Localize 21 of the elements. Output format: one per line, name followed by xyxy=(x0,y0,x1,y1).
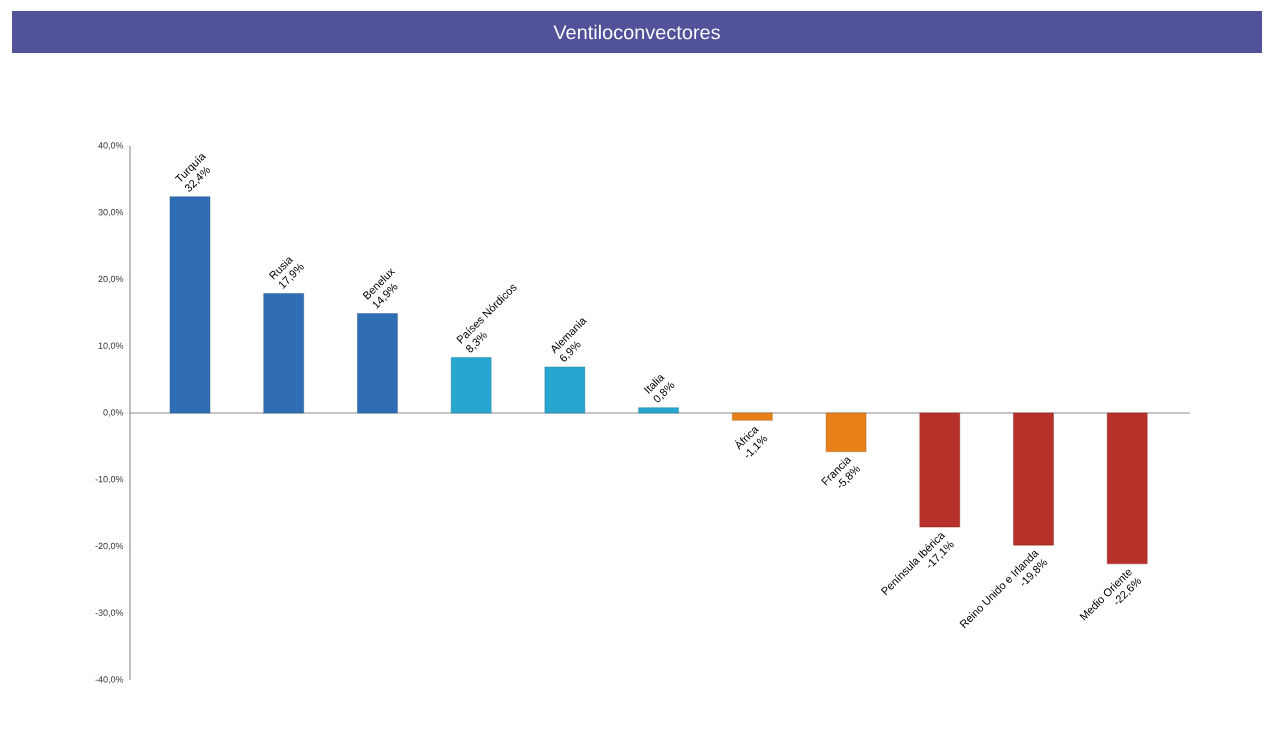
y-tick-label: -30,0% xyxy=(95,609,124,617)
bar xyxy=(263,293,304,414)
y-tick-label: -40,0% xyxy=(95,676,124,684)
bar xyxy=(450,357,492,414)
y-tick-label: -10,0% xyxy=(95,476,124,484)
bar xyxy=(544,366,586,414)
chart-title: Ventiloconvectores xyxy=(553,24,720,40)
bar xyxy=(732,412,773,421)
bar xyxy=(638,407,679,414)
bar xyxy=(169,196,211,414)
y-tick-label: 20,0% xyxy=(98,275,124,284)
bar xyxy=(1107,412,1148,565)
y-tick-label: 40,0% xyxy=(98,142,124,150)
y-tick-label: 30,0% xyxy=(98,209,124,217)
y-tick-label: -20,0% xyxy=(95,542,124,551)
bar xyxy=(825,412,867,452)
y-tick-label: 10,0% xyxy=(98,342,124,350)
y-tick-label: 0,0% xyxy=(103,409,124,417)
bar xyxy=(1013,412,1054,546)
bar xyxy=(357,313,398,414)
bar xyxy=(919,412,960,528)
